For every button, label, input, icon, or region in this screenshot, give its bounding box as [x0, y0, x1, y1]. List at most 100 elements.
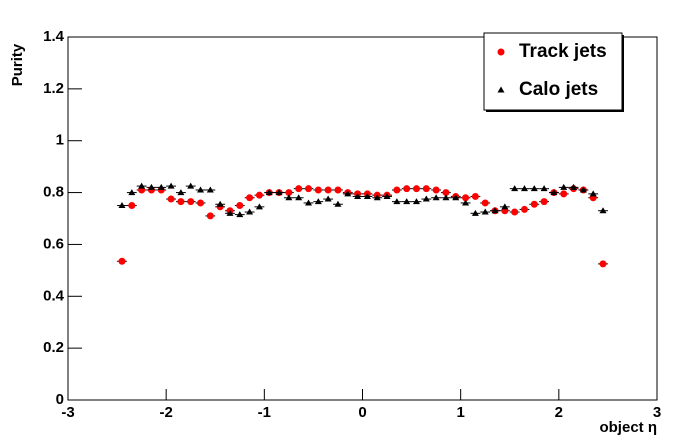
- y-tick-label: 0.8: [43, 184, 64, 201]
- data-point: [334, 200, 342, 207]
- data-point: [471, 209, 479, 216]
- data-point: [138, 182, 146, 189]
- data-point: [147, 183, 155, 190]
- data-point: [501, 203, 509, 210]
- legend-marker: [497, 86, 505, 93]
- legend-label: Track jets: [519, 41, 607, 62]
- legend-box: [483, 32, 623, 111]
- data-point: [422, 195, 430, 202]
- x-tick-label: -1: [258, 404, 271, 421]
- x-axis-label: object η: [599, 419, 657, 436]
- data-point: [393, 198, 401, 205]
- data-point: [462, 199, 470, 206]
- y-tick-label: 1.2: [43, 80, 64, 97]
- data-point: [383, 192, 391, 199]
- data-point: [314, 198, 322, 205]
- data-point: [354, 192, 362, 199]
- data-point: [197, 186, 205, 193]
- y-tick-label: 1.4: [43, 28, 65, 45]
- data-point: [530, 200, 538, 208]
- data-point: [442, 194, 450, 201]
- data-point: [452, 194, 460, 201]
- data-point: [118, 202, 126, 209]
- data-point: [305, 199, 313, 206]
- data-point: [305, 185, 313, 193]
- data-point: [187, 198, 195, 206]
- data-point: [471, 192, 479, 200]
- data-point: [255, 203, 263, 210]
- data-point: [520, 185, 528, 192]
- data-point: [246, 194, 254, 202]
- data-point: [324, 186, 332, 194]
- data-point: [206, 186, 214, 193]
- data-point: [560, 190, 568, 198]
- x-tick-label: -2: [159, 404, 172, 421]
- data-point: [511, 208, 519, 216]
- data-point: [491, 207, 499, 214]
- data-point: [550, 189, 558, 196]
- data-point: [216, 200, 224, 207]
- data-point: [442, 189, 450, 197]
- data-point: [481, 199, 489, 207]
- data-point: [520, 205, 528, 213]
- data-point: [363, 192, 371, 199]
- data-point: [540, 185, 548, 192]
- data-point: [167, 195, 175, 203]
- data-point: [403, 185, 411, 193]
- data-point: [206, 212, 214, 220]
- data-point: [118, 257, 126, 265]
- data-point: [334, 186, 342, 194]
- data-point: [157, 183, 165, 190]
- data-point: [432, 186, 440, 194]
- data-point: [324, 195, 332, 202]
- data-point: [579, 186, 587, 193]
- data-point: [275, 189, 283, 196]
- y-tick-label: 1: [56, 132, 64, 149]
- x-tick-label: -3: [61, 404, 74, 421]
- data-point: [599, 260, 607, 268]
- data-point: [295, 194, 303, 201]
- y-tick-label: 0.4: [43, 287, 65, 304]
- data-point: [236, 211, 244, 218]
- data-point: [285, 189, 293, 197]
- x-tick-label: 2: [555, 404, 563, 421]
- data-point: [197, 199, 205, 207]
- data-point: [432, 194, 440, 201]
- x-tick-label: 1: [456, 404, 464, 421]
- data-point: [226, 209, 234, 216]
- data-point: [265, 189, 273, 196]
- data-point: [403, 198, 411, 205]
- data-point: [344, 190, 352, 197]
- data-point: [187, 182, 195, 189]
- data-point: [481, 208, 489, 215]
- x-tick-label: 0: [358, 404, 366, 421]
- data-point: [314, 186, 322, 194]
- data-point: [236, 202, 244, 210]
- data-point: [540, 198, 548, 206]
- data-point: [589, 190, 597, 197]
- data-point: [246, 208, 254, 215]
- data-point: [373, 194, 381, 201]
- data-point: [177, 198, 185, 206]
- legend-marker: [497, 48, 505, 56]
- x-tick-label: 3: [653, 404, 661, 421]
- legend-label: Calo jets: [519, 79, 598, 100]
- data-point: [530, 185, 538, 192]
- data-point: [393, 186, 401, 194]
- data-point: [570, 183, 578, 190]
- y-tick-label: 0: [56, 391, 64, 408]
- data-point: [412, 198, 420, 205]
- data-point: [285, 194, 293, 201]
- data-point: [462, 194, 470, 202]
- data-point: [167, 182, 175, 189]
- data-point: [560, 183, 568, 190]
- y-tick-label: 0.2: [43, 339, 64, 356]
- data-point: [128, 202, 136, 210]
- data-point: [511, 185, 519, 192]
- y-axis-label: Purity: [9, 43, 26, 86]
- data-point: [412, 185, 420, 193]
- data-point: [177, 189, 185, 196]
- y-tick-label: 0.6: [43, 235, 64, 252]
- data-point: [599, 207, 607, 214]
